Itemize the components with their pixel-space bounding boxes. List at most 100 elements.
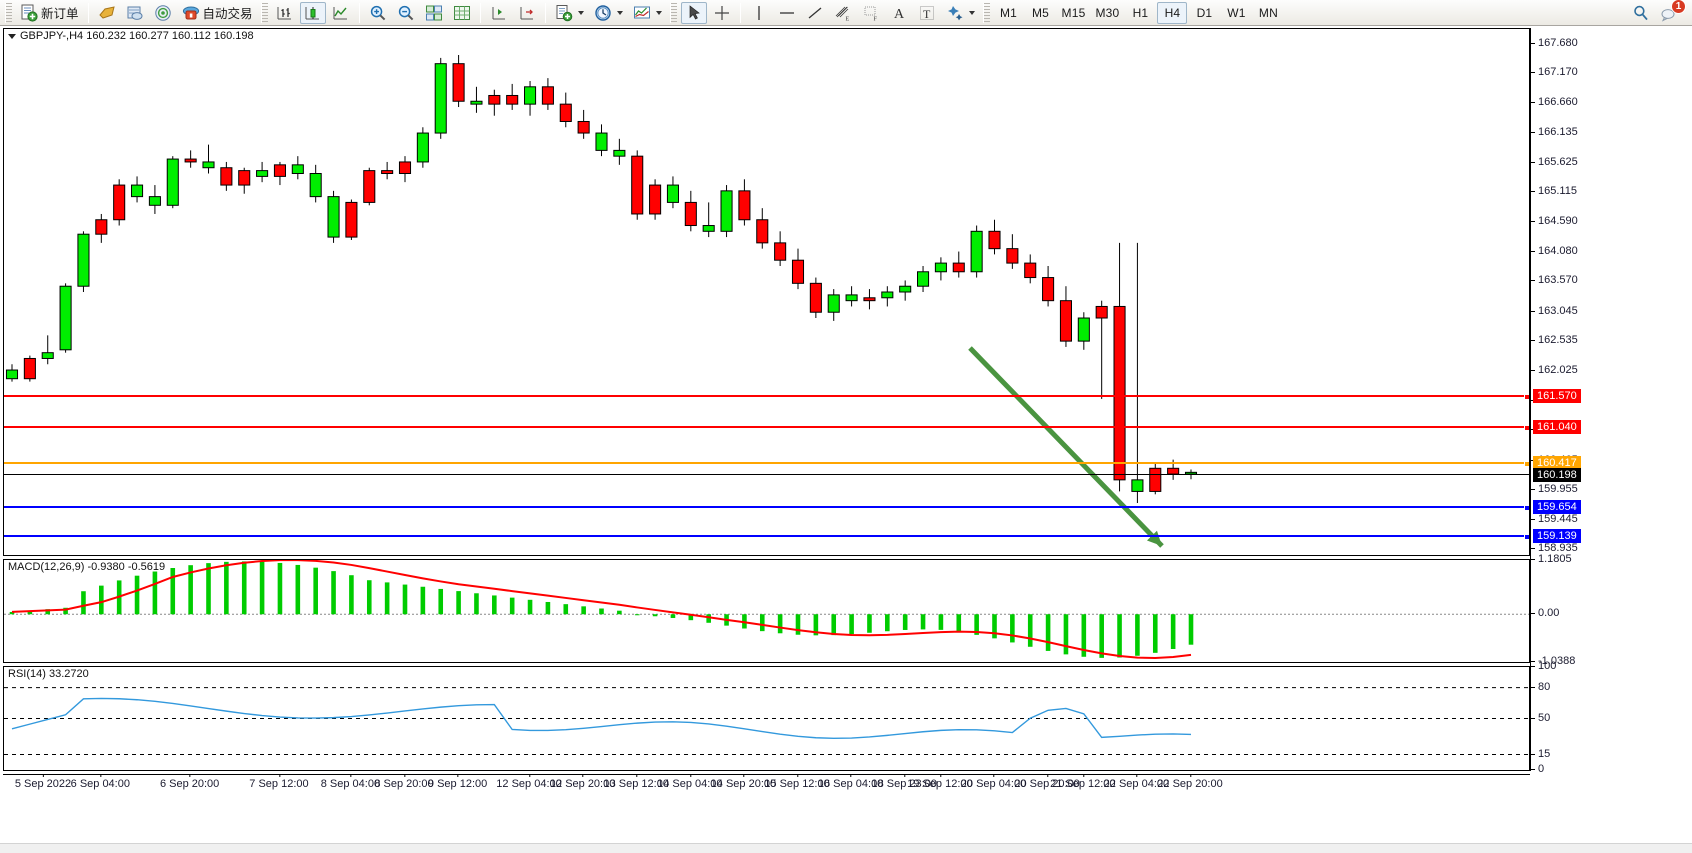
templates-button[interactable] [551,2,588,24]
price-tag-take-profit-2[interactable]: 161.040 [1533,419,1581,434]
svg-text:A: A [894,7,905,22]
chart-dropdown-icon[interactable] [8,33,16,39]
price-pane[interactable]: GBPJPY-,H4 160.232 160.277 160.112 160.1… [3,28,1530,556]
zoom-in-icon [369,4,387,22]
timeframe-mn-button[interactable]: MN [1258,5,1278,20]
textlabel-icon: T [918,4,936,22]
bar-chart-button[interactable] [272,2,298,24]
equidistant-icon: F [862,4,880,22]
new-order-button[interactable]: 新订单 [16,2,83,24]
price-tag-stop-level-2[interactable]: 159.139 [1533,529,1581,544]
crosshair-button[interactable] [709,2,735,24]
toolbar-separator-2 [358,2,360,23]
indicators-caret-icon[interactable] [655,10,662,15]
templates-caret-icon[interactable] [577,10,584,15]
indicators-button[interactable] [629,2,666,24]
level-handle[interactable] [1524,460,1529,467]
candlestick-chart-button[interactable] [299,1,326,24]
price-tick: 166.135 [1531,126,1578,138]
trendline-button[interactable] [802,2,828,24]
auto-scroll-button[interactable] [514,2,540,24]
time-tick: 22 Sep 20:00 [1157,774,1223,790]
macd-label: MACD(12,26,9) -0.9380 -0.5619 [8,561,166,573]
text-icon: A [890,4,908,22]
period-button[interactable] [590,2,627,24]
data-window-icon [126,4,144,22]
objects-icon [946,4,964,22]
time-tick: 22 Sep 04:00 [1103,774,1170,790]
rsi-plot [4,687,1529,756]
timeframe-h1-button[interactable]: H1 [1132,5,1149,20]
chart-area[interactable]: GBPJPY-,H4 160.232 160.277 160.112 160.1… [0,26,1692,853]
timeframe-w1-button[interactable]: W1 [1227,5,1246,20]
price-axis[interactable]: 167.680 167.170 166.660 166.135 165.625 165.1… [1530,28,1692,775]
svg-text:T: T [923,7,931,21]
period-icon [594,4,612,22]
cursor-icon [685,4,703,22]
indicators-icon [633,4,651,22]
navigator-button[interactable] [150,2,176,24]
level-handle[interactable] [1524,424,1529,431]
horizontal-scrollbar[interactable] [0,843,1692,853]
level-line-stop-level-2[interactable] [4,534,1529,541]
vertical-line-button[interactable] [746,2,772,24]
price-tick: 167.680 [1531,37,1578,49]
time-tick: 6 Sep 20:00 [159,774,220,790]
time-tick: 7 Sep 12:00 [249,774,309,790]
timeframe-m5-button[interactable]: M5 [1031,5,1050,20]
toolbar-grip[interactable] [5,2,12,23]
tile-windows-button[interactable] [421,2,447,24]
alert-button[interactable]: 1 [1656,0,1686,24]
level-line-take-profit-2[interactable] [4,424,1529,431]
objects-caret-icon[interactable] [968,10,975,15]
autotrading-button[interactable]: 自动交易 [178,2,257,24]
toolbar-grip-4[interactable] [982,2,990,23]
toolbar-grip-3[interactable] [669,2,677,23]
price-tag-entry-level[interactable]: 160.417 [1533,455,1581,470]
crosshair-icon [713,4,731,22]
price-tag-current-price[interactable]: 160.198 [1533,468,1581,483]
level-handle[interactable] [1524,504,1529,511]
toolbar-grip-2[interactable] [260,2,268,23]
horizontal-line-button[interactable] [774,2,800,24]
fibo-icon: E [834,4,852,22]
new-order-icon [20,4,38,22]
toolbar-separator-4 [544,2,546,23]
toolbar-separator-3 [479,2,481,23]
text-button[interactable]: A [886,2,912,24]
timeframe-m1-button[interactable]: M1 [999,5,1018,20]
data-window-button[interactable] [122,2,148,24]
timeframe-m15-button[interactable]: M15 [1061,5,1086,20]
level-handle[interactable] [1524,393,1529,400]
rsi-pane[interactable]: RSI(14) 33.2720 [3,666,1530,771]
level-handle[interactable] [1524,534,1529,541]
navigator-icon [154,4,172,22]
level-line-current-price[interactable] [4,474,1529,476]
macd-pane[interactable]: MACD(12,26,9) -0.9380 -0.5619 [3,559,1530,663]
timeframe-h4-button[interactable]: H4 [1157,1,1188,24]
period-caret-icon[interactable] [616,10,623,15]
shift-end-button[interactable] [486,2,512,24]
objects-button[interactable] [942,2,979,24]
line-chart-button[interactable] [328,2,354,24]
price-tag-take-profit-1[interactable]: 161.570 [1533,388,1581,403]
cursor-button[interactable] [680,1,707,24]
text-label-button[interactable]: T [914,2,940,24]
fibonacci-button[interactable]: E [830,2,856,24]
alert-icon [1660,4,1678,22]
time-tick: 16 Sep 04:00 [817,774,884,790]
zoom-out-button[interactable] [393,2,419,24]
price-tag-stop-level-1[interactable]: 159.654 [1533,499,1581,514]
search-button[interactable] [1628,2,1654,24]
grid-button[interactable] [449,2,475,24]
zoom-in-button[interactable] [365,2,391,24]
time-axis[interactable]: 5 Sep 2022 6 Sep 04:00 6 Sep 20:00 7 Sep 12… [3,774,1530,800]
chart-properties-button[interactable] [94,2,120,24]
level-line-stop-level-1[interactable] [4,504,1529,511]
level-line-take-profit-1[interactable] [4,393,1529,400]
equidistant-channel-button[interactable]: F [858,2,884,24]
level-line-entry-level[interactable] [4,460,1529,467]
timeframe-m30-button[interactable]: M30 [1095,5,1120,20]
timeframe-d1-button[interactable]: D1 [1196,5,1213,20]
autotrading-label: 自动交易 [202,7,253,21]
